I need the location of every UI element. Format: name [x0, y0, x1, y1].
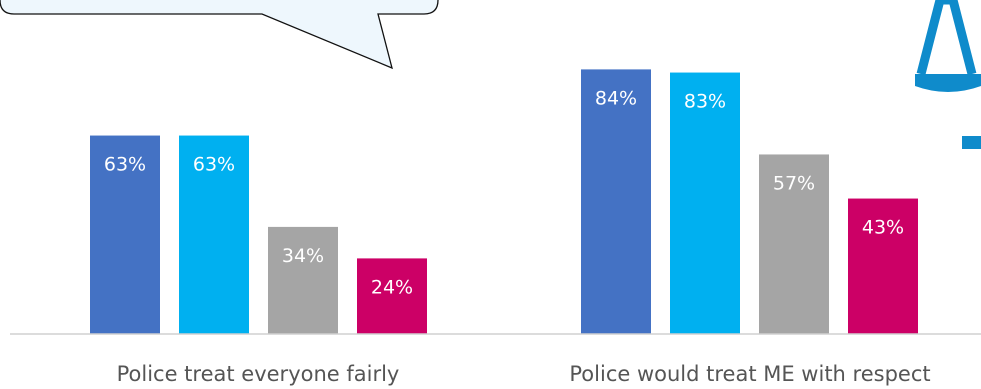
category-label-2: Police would treat ME with respect — [569, 362, 930, 386]
data-label-1-4: 24% — [371, 276, 413, 298]
data-label-1-3: 34% — [282, 245, 324, 267]
speech-callout — [0, 0, 439, 70]
data-label-2-1: 84% — [595, 87, 637, 109]
data-label-2-2: 83% — [684, 91, 726, 113]
data-label-2-3: 57% — [773, 172, 815, 194]
bar-1-2 — [179, 135, 249, 334]
bar-1-3 — [268, 226, 338, 334]
data-label-2-4: 43% — [862, 217, 904, 239]
bar-1-1 — [90, 135, 160, 334]
bar-2-4 — [848, 198, 918, 334]
bar-2-3 — [759, 154, 829, 334]
legend-marker — [962, 136, 981, 149]
category-label-1: Police treat everyone fairly — [117, 362, 400, 386]
scales-of-justice-icon — [915, 0, 981, 92]
data-label-1-2: 63% — [193, 154, 235, 176]
bar-2-2 — [670, 72, 740, 335]
data-label-1-1: 63% — [104, 154, 146, 176]
bar-1-4 — [357, 258, 427, 334]
bar-2-1 — [581, 69, 651, 335]
